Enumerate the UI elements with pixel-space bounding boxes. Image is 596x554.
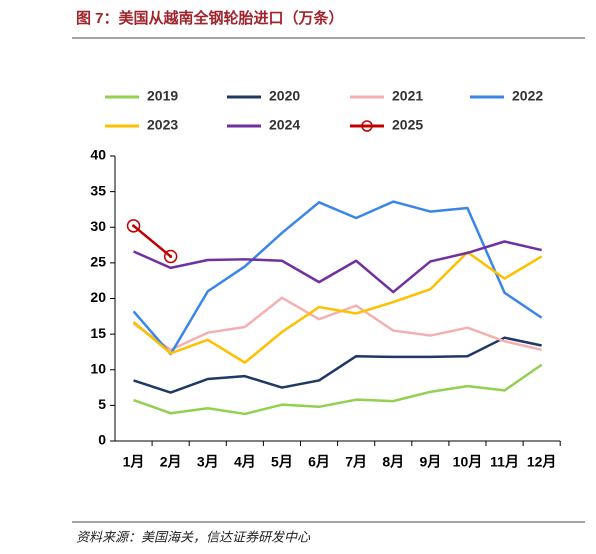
point-marker bbox=[126, 219, 141, 233]
x-tick-label: 1月 bbox=[123, 454, 145, 470]
x-tick-label: 2月 bbox=[160, 454, 182, 470]
legend-label: 2021 bbox=[392, 88, 423, 104]
x-tick-label: 9月 bbox=[419, 454, 441, 470]
legend-label: 2024 bbox=[269, 117, 300, 133]
legend-marker bbox=[361, 120, 373, 132]
x-tick-label: 3月 bbox=[197, 454, 219, 470]
legend-label: 2025 bbox=[392, 117, 423, 133]
point-dot bbox=[169, 254, 173, 258]
point-dot bbox=[132, 224, 136, 228]
series-line bbox=[133, 363, 543, 416]
x-tick-label: 10月 bbox=[453, 454, 483, 470]
series-line bbox=[133, 336, 542, 394]
source: 资料来源：美国海关，信达证券研发中心 bbox=[76, 529, 311, 544]
x-tick-label: 6月 bbox=[308, 454, 330, 470]
series-line bbox=[132, 224, 172, 258]
series-line bbox=[133, 240, 542, 294]
legend-label: 2023 bbox=[147, 117, 178, 133]
point-marker bbox=[163, 249, 178, 264]
x-tick-label: 7月 bbox=[345, 454, 367, 470]
x-tick-label: 5月 bbox=[271, 454, 293, 470]
legend-label: 2022 bbox=[512, 88, 543, 104]
chart-title: 图 7：美国从越南全钢轮胎进口（万条） bbox=[76, 9, 344, 27]
x-tick-label: 11月 bbox=[490, 454, 519, 470]
y-tick-label: 15 bbox=[90, 325, 106, 341]
y-tick-label: 35 bbox=[90, 182, 106, 198]
y-tick-label: 40 bbox=[90, 147, 106, 163]
legend-label: 2019 bbox=[147, 88, 178, 104]
y-tick-label: 5 bbox=[98, 396, 106, 412]
y-tick-label: 20 bbox=[90, 289, 106, 305]
y-tick-label: 0 bbox=[98, 432, 106, 448]
x-tick-label: 8月 bbox=[382, 454, 404, 470]
y-tick-label: 30 bbox=[90, 218, 106, 234]
series-line bbox=[132, 200, 543, 356]
legend-label: 2020 bbox=[269, 88, 300, 104]
series-line bbox=[132, 250, 543, 364]
x-tick-label: 4月 bbox=[234, 454, 256, 470]
series-line bbox=[132, 296, 542, 352]
y-tick-label: 10 bbox=[90, 360, 106, 376]
x-tick-label: 12月 bbox=[527, 454, 557, 470]
y-tick-label: 25 bbox=[90, 254, 106, 270]
